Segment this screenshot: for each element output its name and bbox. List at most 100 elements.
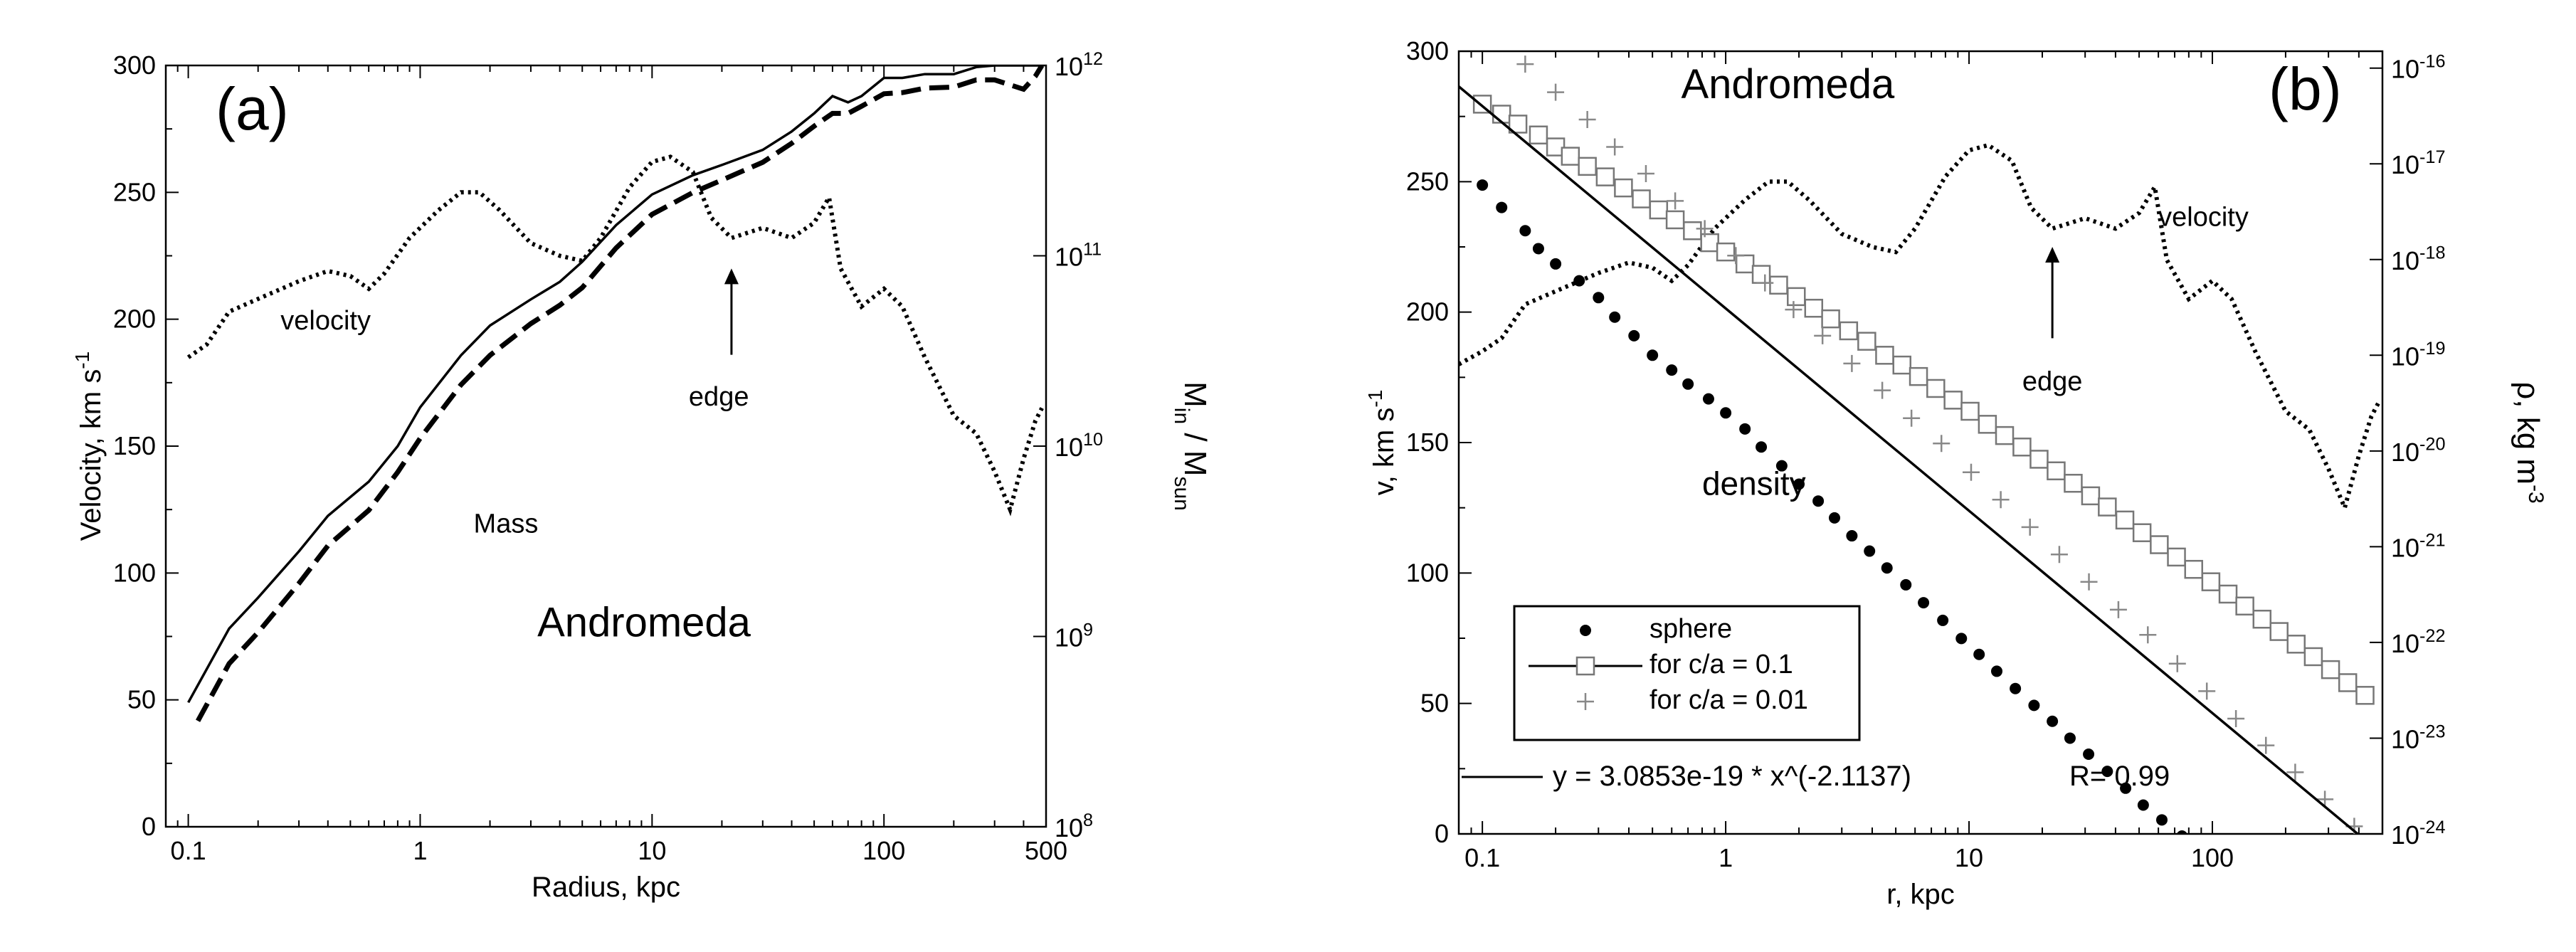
point-square [2235, 596, 2254, 616]
point-sphere [1793, 478, 1805, 490]
point-square [2218, 584, 2238, 604]
point-square [1529, 125, 1548, 144]
point-plus [2021, 518, 2039, 536]
y-tick-label: 100 [113, 558, 156, 587]
point-square [2252, 609, 2272, 629]
point-square [1716, 242, 1736, 262]
point-sphere [1573, 275, 1585, 287]
point-sphere [2083, 748, 2095, 760]
point-plus [1785, 301, 1802, 319]
y2-tick-label: 10-19 [2391, 339, 2445, 371]
point-square [2355, 686, 2375, 705]
point-square [1769, 275, 1788, 295]
chart-panel-b: 0.1 1 10 100 0 50 100 150 200 250 300 10-24 10-23 10-… [1364, 36, 2548, 910]
point-square [1787, 287, 1806, 307]
plot-area [186, 65, 1045, 722]
point-sphere [1702, 393, 1714, 405]
point-sphere [1682, 378, 1694, 390]
y2-tick-label: 10-22 [2391, 626, 2445, 658]
point-square [1649, 200, 1669, 220]
y-tick-label: 300 [1406, 36, 1449, 65]
y-tick-label: 50 [1420, 689, 1449, 718]
annotation-velocity: velocity [280, 306, 371, 336]
point-square [1978, 415, 1997, 434]
edge-arrow-head [2045, 247, 2060, 263]
chart-panel-a: 0.1 1 10 100 500 0 50 100 150 200 250 300 108 109 1010… [71, 49, 1213, 903]
point-plus [1696, 220, 1714, 238]
y-tick-label: 200 [1406, 297, 1449, 327]
y-tick-label: 300 [113, 51, 156, 80]
point-plus [2050, 546, 2068, 564]
point-square [2150, 535, 2169, 554]
y2-axis-label: ρ, kg m-3 [2511, 381, 2548, 504]
legend-label: for c/a = 0.01 [1649, 685, 1808, 715]
y2-tick-label: 1012 [1055, 49, 1103, 81]
point-sphere [1739, 423, 1751, 435]
legend-marker-square [1575, 656, 1595, 676]
x-tick-label: 1 [413, 836, 427, 865]
legend-marker-sphere [1580, 625, 1591, 636]
point-square [1804, 298, 1824, 318]
point-square [1492, 105, 1511, 124]
point-sphere [2120, 782, 2132, 794]
point-sphere [2137, 799, 2149, 811]
point-square [1892, 355, 1912, 375]
point-square [2012, 438, 2032, 457]
point-square [1995, 425, 2015, 445]
point-square [2184, 559, 2203, 579]
point-square [1614, 178, 1633, 198]
point-square [1751, 265, 1771, 284]
x-tick-label: 100 [2191, 843, 2234, 872]
y2-tick-label: 10-21 [2391, 530, 2445, 562]
annotation-edge: edge [689, 382, 749, 412]
annotation-edge: edge [2022, 367, 2083, 397]
point-sphere [1666, 364, 1678, 376]
point-sphere [1864, 545, 1876, 557]
point-square [1909, 366, 1928, 386]
point-square [2338, 673, 2358, 692]
point-plus [1606, 138, 1624, 156]
y-axis-label: Velocity, km s-1 [71, 351, 107, 541]
point-sphere [2155, 814, 2168, 826]
point-plus [2198, 682, 2216, 700]
y2-tick-label: 10-20 [2391, 435, 2445, 467]
x-tick-label: 10 [638, 836, 666, 865]
series-line-mass-solid- [187, 65, 1042, 704]
x-tick-label: 1 [1719, 843, 1733, 872]
point-square [1960, 401, 1980, 421]
point-square [1857, 332, 1876, 351]
point-plus [1637, 165, 1654, 183]
y-tick-label: 50 [127, 685, 156, 714]
point-sphere [1955, 633, 1968, 645]
fit-r-text: R= 0.99 [2069, 761, 2170, 792]
point-plus [1578, 111, 1596, 129]
point-square [1821, 309, 1840, 329]
point-square [2081, 486, 2101, 506]
point-sphere [1647, 349, 1659, 361]
fit-formula-text: y = 3.0853e-19 * x^(-2.1137) [1553, 761, 1911, 792]
x-tick-label: 500 [1025, 836, 1067, 865]
annotation-andromeda: Andromeda [537, 600, 751, 646]
x-axis-label: r, kpc [1886, 879, 1955, 910]
point-plus [1727, 247, 1745, 265]
point-sphere [1973, 648, 1985, 660]
point-sphere [1720, 407, 1732, 419]
point-sphere [1756, 441, 1768, 453]
point-plus [1667, 192, 1684, 210]
y2-tick-label: 10-24 [2391, 818, 2445, 850]
point-sphere [1609, 311, 1621, 323]
point-square [2201, 572, 2221, 591]
point-square [1943, 391, 1963, 410]
panel-label: (b) [2269, 55, 2342, 122]
x-tick-label: 100 [862, 836, 905, 865]
point-plus [2168, 655, 2186, 672]
point-sphere [1477, 179, 1489, 191]
series-line-mass-dashed- [196, 65, 1045, 722]
point-square [2132, 523, 2152, 542]
y2-axis-label: Min / Msun [1170, 381, 1213, 511]
point-plus [2109, 601, 2127, 618]
x-tick-label: 10 [1955, 843, 1983, 872]
point-square [2064, 473, 2083, 493]
annotation-density: density [1702, 465, 1806, 502]
point-plus [1874, 381, 1891, 399]
